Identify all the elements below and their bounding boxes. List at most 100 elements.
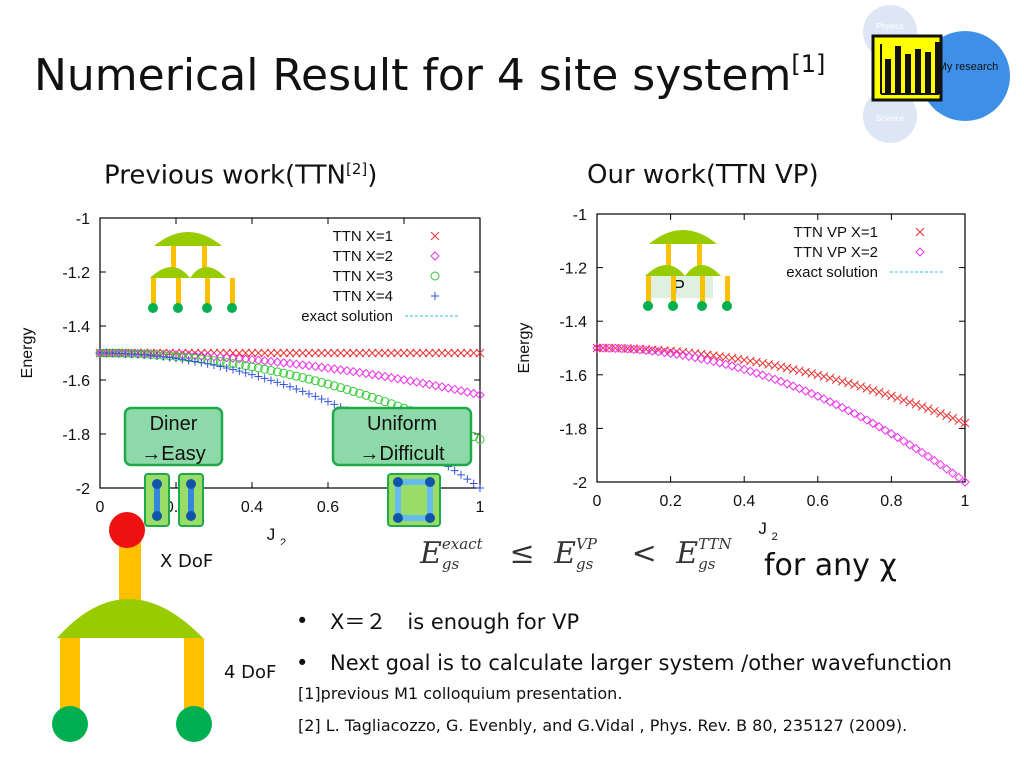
y-tick-label: -1.6	[559, 368, 587, 385]
site-node	[152, 511, 162, 521]
data-point	[788, 381, 798, 391]
data-point	[267, 376, 275, 385]
data-point	[954, 472, 964, 483]
data-point	[247, 354, 257, 365]
data-point	[714, 358, 725, 368]
data-point	[800, 386, 811, 396]
data-point	[424, 379, 435, 390]
tree-top-canopy	[154, 232, 222, 246]
legend-label: TTN X=1	[333, 228, 393, 245]
data-point	[862, 384, 872, 393]
data-point	[266, 348, 276, 358]
data-point	[292, 385, 301, 394]
data-point	[598, 343, 608, 353]
four-dof-label: 4 DoF	[224, 662, 277, 683]
x-axis-label: J	[267, 525, 276, 544]
data-point	[172, 354, 180, 363]
data-point	[367, 392, 377, 402]
data-point	[234, 348, 244, 358]
bond-ring	[395, 479, 433, 521]
data-point	[380, 397, 390, 407]
data-point	[917, 447, 927, 458]
annotation-rect	[331, 406, 473, 467]
bullet-item: • Next goal is to calculate larger system…	[296, 651, 952, 675]
data-point	[342, 348, 352, 358]
research-logo: Physics Science My research	[863, 5, 1010, 143]
data-point	[941, 464, 952, 474]
data-point	[298, 348, 308, 358]
tree-leaf-node	[148, 303, 158, 313]
tree-leg	[671, 276, 676, 304]
data-point	[361, 348, 371, 358]
data-point	[228, 353, 238, 363]
data-point	[936, 409, 945, 418]
tree-diagram-large	[52, 512, 212, 742]
data-point	[310, 361, 321, 372]
legend-label: TTN VP X=2	[794, 244, 878, 261]
data-point	[266, 356, 276, 367]
data-point	[393, 348, 403, 358]
data-point	[323, 379, 333, 389]
legend-label: exact solution	[301, 308, 393, 325]
data-point	[807, 369, 817, 378]
data-point	[254, 372, 263, 381]
data-point	[253, 348, 263, 358]
data-point	[629, 344, 639, 355]
data-point	[203, 359, 212, 368]
data-point	[392, 373, 403, 384]
data-point	[215, 352, 226, 362]
y-tick-label: -1	[76, 211, 90, 228]
data-point	[475, 390, 485, 400]
data-point	[291, 348, 301, 358]
data-point	[794, 383, 805, 394]
slide-title: Numerical Result for 4 site system[1]	[34, 50, 825, 101]
tree-leaf-node	[668, 301, 678, 311]
tree-branch	[202, 246, 207, 274]
data-point	[228, 348, 238, 358]
data-point	[317, 348, 327, 358]
tree-leg	[176, 278, 181, 306]
data-point	[178, 355, 187, 364]
data-point	[942, 411, 951, 421]
legend-label: TTN X=4	[333, 288, 393, 305]
data-point	[929, 455, 940, 466]
data-point	[380, 371, 390, 382]
data-point	[159, 352, 168, 361]
data-point	[386, 372, 397, 383]
small-tree-icon: P	[643, 230, 732, 311]
data-point	[210, 361, 218, 370]
x-tick-label: 0.6	[807, 493, 829, 510]
bond	[188, 484, 194, 516]
data-point	[795, 366, 804, 376]
data-point	[757, 370, 768, 380]
tree-leaf-node	[202, 303, 212, 313]
data-point	[751, 368, 762, 378]
data-point	[348, 348, 358, 358]
legend-swatch	[431, 292, 439, 300]
data-point	[776, 362, 786, 372]
y-tick-label: -1.8	[559, 421, 587, 438]
legend-label: exact solution	[786, 264, 878, 281]
data-point	[240, 354, 251, 364]
data-point	[405, 348, 415, 358]
tree-leg	[646, 276, 651, 304]
tree-leaf-node	[643, 301, 653, 311]
chart-previous-work: -1-1.2-1.4-1.6-1.8-200.20.40.60.81J2Ener…	[19, 211, 485, 545]
data-point	[291, 359, 302, 369]
data-point	[411, 377, 422, 387]
data-point	[229, 365, 237, 374]
site-node	[393, 477, 403, 487]
data-point	[323, 348, 333, 358]
x-axis-label-sub: 2	[772, 531, 778, 543]
data-point	[476, 484, 484, 492]
y-tick-label: -2	[76, 481, 90, 498]
data-point	[323, 363, 333, 373]
data-point	[616, 343, 627, 354]
data-point	[893, 393, 902, 403]
data-point	[248, 370, 256, 379]
data-point	[468, 388, 479, 399]
data-point	[285, 358, 295, 369]
site-node	[393, 513, 403, 523]
data-point	[739, 364, 749, 375]
x-dof-label: X DoF	[160, 551, 214, 572]
